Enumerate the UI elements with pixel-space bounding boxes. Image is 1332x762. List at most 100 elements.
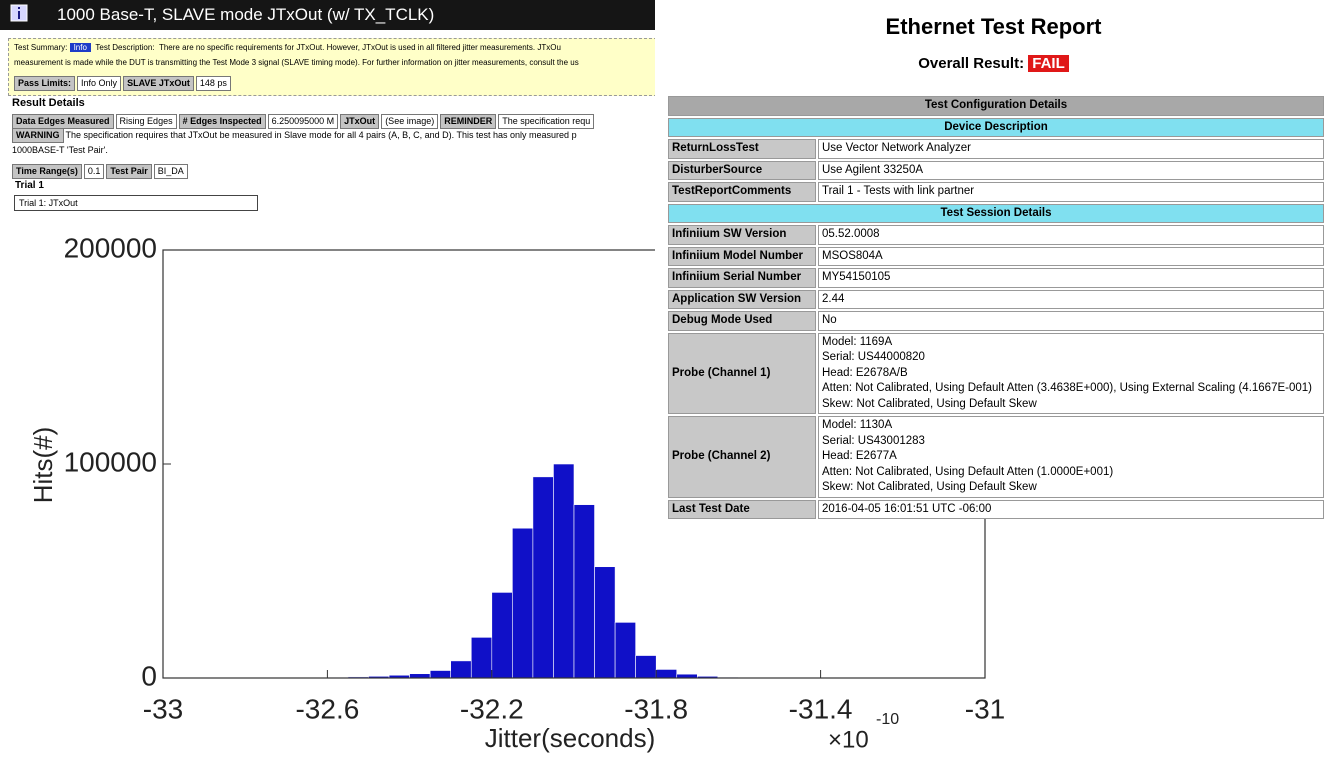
x-axis-label: Jitter(seconds): [485, 723, 656, 753]
row-key: Infiniium SW Version: [668, 225, 816, 245]
report-title: Ethernet Test Report: [885, 14, 1102, 39]
field-value: 6.250095000 M: [267, 114, 339, 129]
histogram-bar: [429, 670, 451, 679]
pass-limits-row: Pass Limits: Info Only SLAVE JTxOut 148 ps: [14, 73, 233, 91]
overall-value: FAIL: [1028, 55, 1069, 72]
row-value: Use Agilent 33250A: [818, 160, 1324, 180]
field-value: (See image): [381, 114, 439, 129]
histogram-bar: [491, 592, 513, 679]
table-row: ReturnLossTest Use Vector Network Analyze…: [668, 139, 1324, 159]
warning-text: The specification requires that JTxOut b…: [65, 130, 577, 140]
histogram-bar: [614, 622, 636, 679]
row-value: MY54150105: [818, 268, 1324, 288]
info-badge: Info: [69, 43, 91, 52]
field-label: # Edges Inspected: [178, 114, 266, 129]
row-value: 2016-04-05 16:01:51 UTC -06:00: [818, 499, 1324, 519]
report-panel: Ethernet Test Report Overall Result: FAI…: [655, 0, 1332, 519]
x-tick-label: -32.2: [460, 693, 524, 724]
row-key: Debug Mode Used: [668, 311, 816, 331]
row-value: 05.52.0008: [818, 225, 1324, 245]
table-row: Infiniium Serial Number MY54150105: [668, 268, 1324, 288]
value-line: Serial: US44000820: [822, 351, 925, 363]
x-tick-label: -33: [143, 693, 183, 724]
row-key: Infiniium Serial Number: [668, 268, 816, 288]
trial-box: Trial 1: JTxOut: [14, 195, 258, 211]
histogram-bar: [512, 527, 534, 679]
x-tick-label: -32.6: [295, 693, 359, 724]
info-icon: [10, 4, 28, 22]
x-multiplier: ×10: [828, 726, 869, 753]
histogram-bar: [553, 463, 575, 679]
table-row: Probe (Channel 1) Model: 1169A Serial: US4…: [668, 332, 1324, 414]
overall-label: Overall Result:: [918, 55, 1025, 72]
value-line: Head: E2678A/B: [822, 366, 908, 379]
y-tick-label: 200000: [64, 232, 157, 263]
row-value: MSOS804A: [818, 246, 1324, 266]
row-value: 2.44: [818, 289, 1324, 309]
value-line: Model: 1169A: [822, 335, 893, 348]
result-row: Data Edges Measured Rising Edges # Edges I…: [12, 111, 655, 129]
value-line: Model: 1130A: [822, 419, 893, 431]
warning-label: WARNING: [12, 128, 64, 143]
report-table: Test Configuration Details Device Descrip…: [666, 94, 1326, 521]
warning-text: 1000BASE-T 'Test Pair'.: [12, 145, 108, 155]
description-text: There are no specific requirements for J…: [158, 43, 561, 52]
x-tick-label: -31.8: [624, 693, 688, 724]
row-value: Trail 1 - Tests with link partner: [818, 182, 1324, 202]
section-heading: Test Session Details: [668, 203, 1324, 223]
row-key: Last Test Date: [668, 499, 816, 519]
histogram-bar: [532, 476, 554, 679]
x-exponent: -10: [876, 711, 899, 728]
report-table-wrap: Test Configuration Details Device Descrip…: [666, 94, 1326, 521]
value-line: Skew: Not Calibrated, Using Default Skew: [822, 397, 1037, 410]
field-value: BI_DA: [153, 164, 188, 179]
section-title: Result Details: [12, 97, 85, 109]
table-row: Infiniium SW Version 05.52.0008: [668, 225, 1324, 245]
table-row: Last Test Date 2016-04-05 16:01:51 UTC -0…: [668, 499, 1324, 519]
field-label: Time Range(s): [12, 164, 82, 179]
histogram-bar: [409, 673, 431, 679]
header-title: 1000 Base-T, SLAVE mode JTxOut (w/ TX_TC…: [57, 5, 435, 24]
summary-row: Test Summary: Info Test Description: The…: [14, 43, 654, 52]
description-label: Test Description:: [95, 43, 155, 52]
field-value: Info Only: [77, 76, 122, 91]
y-axis-label: Hits(#): [28, 427, 58, 504]
value-line: MY54150105: [822, 271, 891, 283]
value-line: Atten: Not Calibrated, Using Default Att…: [822, 465, 1114, 478]
section-heading: Device Description: [668, 117, 1324, 137]
value-line: Use Agilent 33250A: [822, 163, 924, 176]
row-key: ReturnLossTest: [668, 139, 816, 159]
table-row: Device Description: [668, 117, 1324, 137]
table-row: DisturberSource Use Agilent 33250A: [668, 160, 1324, 180]
value-line: Serial: US43001283: [822, 434, 925, 447]
header-bar: 1000 Base-T, SLAVE mode JTxOut (w/ TX_TC…: [0, 0, 655, 30]
value-line: Skew: Not Calibrated, Using Default Skew: [822, 481, 1037, 493]
value-line: Head: E2677A: [822, 450, 897, 462]
y-tick-label: 100000: [64, 446, 157, 477]
trial-title: Trial 1: [15, 180, 44, 191]
histogram-bar: [635, 655, 657, 679]
value-line: 2016-04-05 16:01:51 UTC -06:00: [822, 502, 992, 515]
value-line: 05.52.0008: [822, 228, 880, 240]
histogram-bar: [594, 566, 616, 679]
row-value: No: [818, 311, 1324, 331]
field-label: JTxOut: [340, 114, 380, 129]
warning-row: WARNING The specification requires that J…: [12, 128, 655, 143]
table-row: Debug Mode Used No: [668, 311, 1324, 331]
histogram-bar: [470, 637, 493, 679]
field-label: Pass Limits:: [14, 76, 76, 91]
table-row: TestReportComments Trail 1 - Tests with l…: [668, 182, 1324, 202]
row-key: TestReportComments: [668, 182, 816, 202]
x-tick-label: -31: [965, 693, 1005, 724]
value-line: Use Vector Network Analyzer: [822, 142, 971, 154]
value-line: No: [822, 314, 837, 326]
x-tick-label: -31.4: [789, 693, 853, 724]
field-label: REMINDER: [440, 114, 497, 129]
row-key: DisturberSource: [668, 160, 816, 180]
description-text: measurement is made while the DUT is tra…: [14, 58, 579, 67]
row-key: Probe (Channel 2): [668, 416, 816, 498]
row-key: Infiniium Model Number: [668, 246, 816, 266]
result-row: Time Range(s) 0.1 Test Pair BI_DA: [12, 161, 190, 179]
